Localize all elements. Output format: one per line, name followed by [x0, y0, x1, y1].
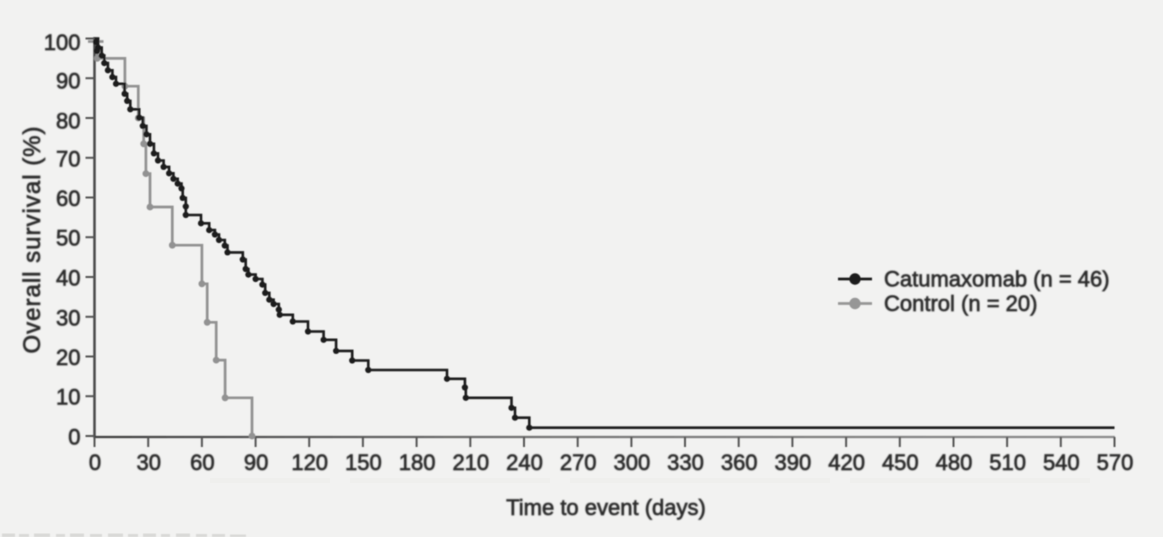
svg-text:Control (n = 20): Control (n = 20): [884, 291, 1037, 316]
svg-text:Overall survival (%): Overall survival (%): [19, 125, 46, 353]
svg-text:270: 270: [560, 450, 597, 475]
svg-text:80: 80: [56, 109, 80, 134]
svg-text:90: 90: [56, 69, 80, 94]
svg-text:300: 300: [614, 450, 651, 475]
svg-text:40: 40: [56, 266, 80, 291]
svg-text:540: 540: [1043, 450, 1080, 475]
svg-text:360: 360: [721, 450, 758, 475]
svg-text:30: 30: [136, 450, 160, 475]
svg-text:570: 570: [1097, 450, 1134, 475]
svg-text:20: 20: [56, 345, 80, 370]
svg-text:150: 150: [345, 450, 382, 475]
svg-text:450: 450: [882, 450, 919, 475]
svg-text:100: 100: [44, 30, 81, 55]
svg-text:90: 90: [244, 450, 268, 475]
svg-text:480: 480: [936, 450, 973, 475]
svg-text:210: 210: [452, 450, 489, 475]
svg-text:180: 180: [399, 450, 436, 475]
svg-text:30: 30: [56, 305, 80, 330]
svg-text:Time to event (days): Time to event (days): [506, 495, 706, 520]
svg-text:240: 240: [506, 450, 543, 475]
svg-text:120: 120: [291, 450, 328, 475]
svg-text:60: 60: [56, 186, 80, 211]
svg-text:420: 420: [828, 450, 865, 475]
svg-text:50: 50: [56, 226, 80, 251]
svg-text:Catumaxomab (n = 46): Catumaxomab (n = 46): [884, 267, 1110, 292]
svg-text:70: 70: [56, 146, 80, 171]
svg-text:390: 390: [775, 450, 812, 475]
svg-text:10: 10: [56, 385, 80, 410]
svg-text:510: 510: [989, 450, 1026, 475]
svg-text:0: 0: [89, 450, 101, 475]
svg-text:60: 60: [190, 450, 214, 475]
svg-text:330: 330: [667, 450, 704, 475]
svg-text:0: 0: [68, 425, 80, 450]
